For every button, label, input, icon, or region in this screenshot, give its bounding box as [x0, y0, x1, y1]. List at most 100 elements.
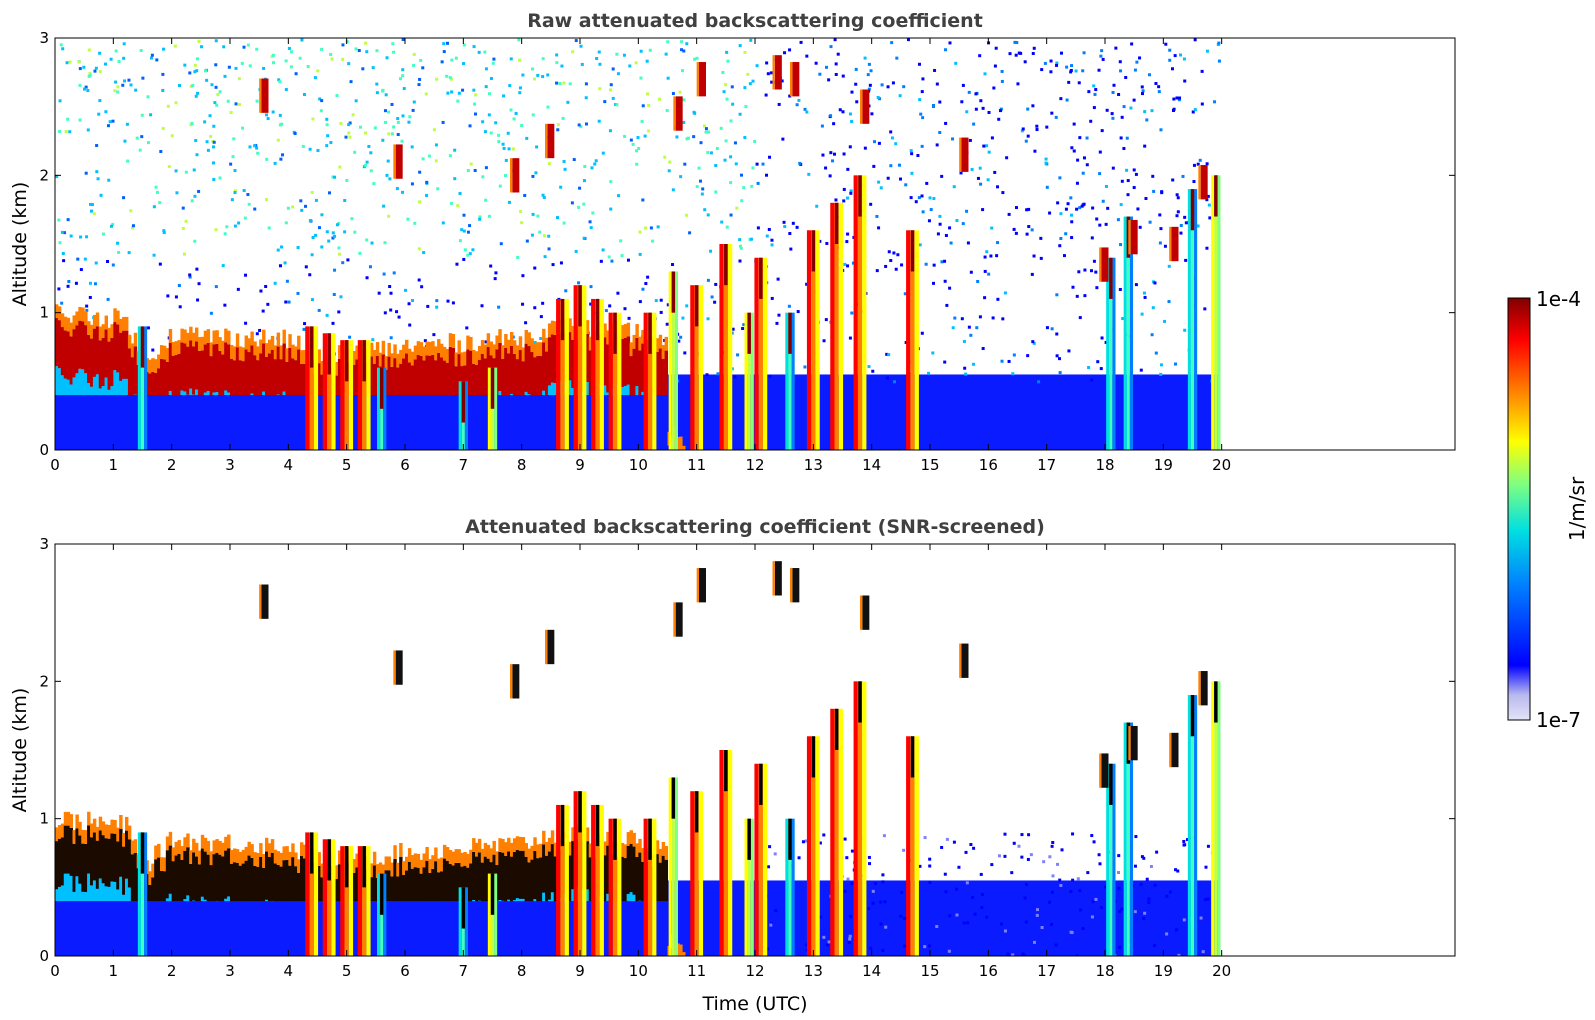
noise-speckle	[981, 347, 985, 351]
noise-speckle	[571, 50, 575, 54]
noise-speckle	[395, 187, 399, 191]
noise-speckle	[127, 251, 131, 255]
noise-speckle	[1035, 124, 1039, 128]
noise-speckle	[421, 157, 425, 161]
column-core	[788, 312, 792, 354]
noise-speckle	[964, 372, 968, 376]
convective-column	[727, 750, 733, 956]
noise-speckle	[1065, 65, 1069, 69]
noise-speckle	[539, 315, 543, 319]
aerosol-fragment	[867, 907, 871, 911]
bl-cloud	[480, 862, 485, 902]
isolated-cloud	[261, 584, 269, 619]
noise-speckle	[646, 92, 650, 96]
aerosol-fragment	[1060, 848, 1064, 852]
isolated-cloud-edge	[1198, 671, 1201, 706]
bl-cloud	[469, 350, 473, 396]
bl-cloud-top	[437, 339, 441, 353]
noise-speckle	[384, 120, 388, 124]
noise-speckle	[846, 196, 850, 200]
noise-speckle	[677, 339, 681, 343]
bl-cloud-top	[267, 339, 272, 354]
noise-speckle	[365, 238, 369, 242]
column-core	[759, 763, 763, 805]
bl-cloud	[98, 340, 103, 389]
noise-speckle	[223, 303, 227, 307]
bl-transition	[122, 894, 126, 902]
noise-speckle	[308, 219, 312, 223]
noise-speckle	[863, 146, 867, 150]
aerosol-fragment	[1026, 857, 1030, 861]
noise-speckle	[1056, 201, 1060, 205]
convective-column	[140, 832, 145, 956]
aerosol-fragment	[1097, 853, 1101, 857]
bl-cloud	[84, 325, 88, 374]
bl-cloud-top	[515, 836, 520, 850]
noise-speckle	[279, 157, 283, 161]
noise-speckle	[885, 352, 889, 356]
noise-speckle	[842, 152, 846, 156]
noise-speckle	[214, 85, 218, 89]
bl-cloud-top	[638, 336, 642, 351]
noise-speckle	[197, 40, 201, 44]
noise-speckle	[562, 159, 566, 163]
noise-speckle	[703, 208, 707, 212]
bl-cloud	[230, 863, 234, 902]
noise-speckle	[1125, 136, 1129, 140]
aerosol-fragment	[1011, 953, 1015, 956]
bl-cloud-top	[116, 827, 120, 842]
bl-cloud	[437, 872, 441, 902]
noise-speckle	[1112, 83, 1116, 87]
aerosol-fragment	[1069, 890, 1073, 894]
bl-cloud	[475, 364, 479, 396]
convective-column	[560, 804, 565, 956]
noise-speckle	[417, 247, 421, 251]
noise-speckle	[938, 222, 942, 226]
aerosol-fragment	[1024, 920, 1028, 924]
bl-cloud-top	[104, 315, 108, 330]
isolated-cloud-edge	[790, 62, 793, 97]
convective-column	[331, 839, 336, 956]
noise-speckle	[594, 159, 598, 163]
bl-transition	[606, 392, 610, 396]
bl-cloud	[78, 320, 82, 369]
convective-column	[815, 736, 820, 956]
bl-cloud-top	[180, 846, 184, 860]
convective-column	[690, 791, 695, 956]
aerosol-fragment	[947, 949, 951, 953]
bl-cloud-top	[291, 344, 295, 359]
x-tick-label: 1	[109, 456, 119, 474]
noise-speckle	[423, 339, 427, 343]
noise-speckle	[66, 218, 70, 222]
noise-speckle	[738, 238, 742, 242]
noise-speckle	[161, 88, 165, 92]
bl-cloud-top	[244, 335, 248, 350]
x-tick-label: 2	[167, 456, 177, 474]
noise-speckle	[401, 68, 405, 72]
bl-cloud-top	[250, 844, 254, 858]
noise-speckle	[850, 119, 854, 123]
aerosol-fragment	[1204, 865, 1208, 869]
noise-speckle	[181, 206, 185, 210]
convective-column	[591, 804, 596, 956]
bl-cloud-top	[192, 838, 196, 853]
noise-speckle	[294, 72, 298, 76]
noise-speckle	[789, 247, 793, 251]
noise-speckle	[953, 316, 957, 320]
bl-cloud-top	[285, 846, 289, 860]
noise-speckle	[151, 348, 155, 352]
noise-speckle	[680, 69, 684, 73]
noise-speckle	[805, 54, 809, 58]
bl-cloud-top	[483, 842, 488, 857]
bl-cloud-top	[527, 332, 531, 347]
noise-speckle	[659, 310, 663, 314]
bl-cloud	[372, 363, 377, 396]
noise-speckle	[729, 213, 733, 217]
noise-speckle	[1050, 327, 1054, 331]
noise-speckle	[390, 102, 394, 106]
noise-speckle	[255, 47, 259, 51]
noise-speckle	[184, 219, 188, 223]
noise-speckle	[665, 322, 669, 326]
noise-speckle	[533, 266, 537, 270]
convective-column	[577, 285, 583, 450]
